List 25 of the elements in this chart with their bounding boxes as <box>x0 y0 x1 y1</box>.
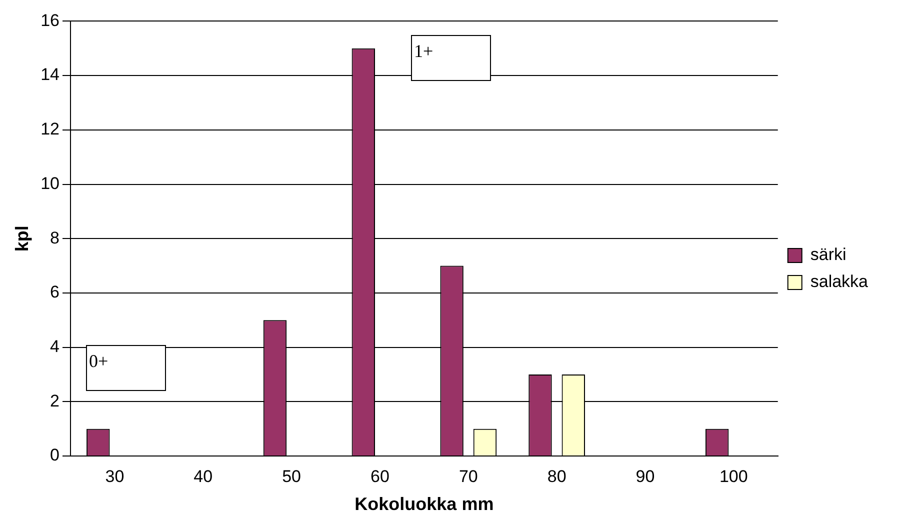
x-tick-label: 90 <box>636 466 655 486</box>
y-axis-title: kpl <box>12 226 32 252</box>
x-tick-label: 40 <box>194 466 213 486</box>
annotation: 0+ <box>89 351 108 371</box>
x-tick-label: 30 <box>105 466 124 486</box>
x-tick-label: 70 <box>458 466 478 486</box>
x-tick-label: 50 <box>282 466 302 486</box>
y-tick-label: 14 <box>40 65 60 84</box>
y-tick-label: 10 <box>40 174 60 193</box>
y-tick-label: 16 <box>40 10 60 30</box>
x-tick-label: 80 <box>547 466 566 486</box>
annotation: 1+ <box>414 41 434 61</box>
legend-label: salakka <box>810 272 869 292</box>
y-tick-label: 6 <box>50 282 60 302</box>
y-tick-label: 4 <box>50 336 60 356</box>
x-tick-label: 60 <box>370 466 390 486</box>
legend-label: särki <box>810 245 846 264</box>
x-tick-label: 100 <box>719 466 748 486</box>
y-tick-label: 0 <box>50 446 60 465</box>
y-tick-label: 8 <box>50 228 60 248</box>
y-tick-label: 12 <box>40 120 60 139</box>
text-frame: 1+ <box>411 35 491 81</box>
x-axis-title: Kokoluokka mm <box>354 494 494 514</box>
y-tick-label: 2 <box>50 391 60 410</box>
text-frame: 0+ <box>86 345 166 391</box>
